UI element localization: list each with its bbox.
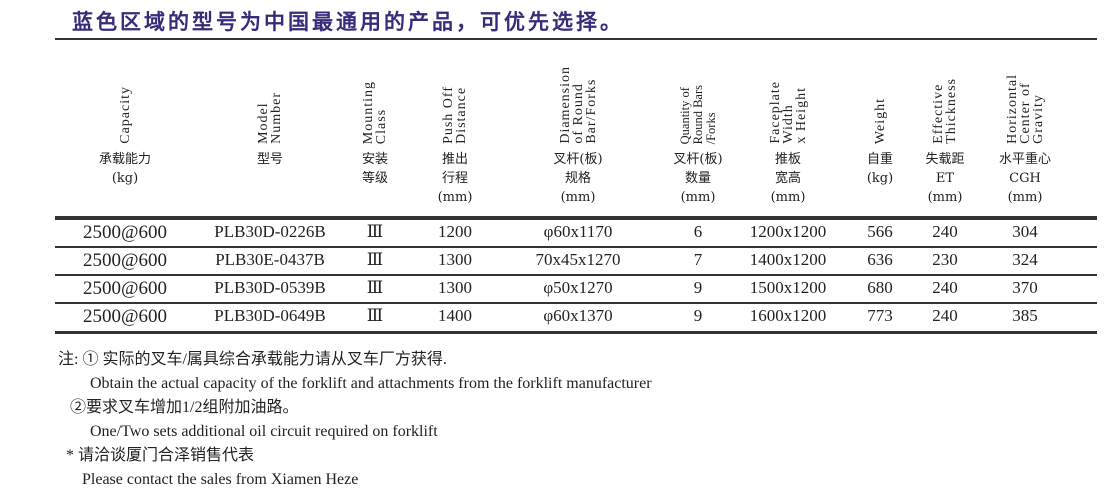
table-row: 2500@600 PLB30E-0437B Ⅲ 1300 70x45x1270 7 1400… (55, 248, 1097, 276)
header-zh: 失载距 ET (mm) (925, 152, 965, 205)
cell-round-bar-dimension: 70x45x1270 (535, 250, 621, 269)
cell-model-number: PLB30D-0226B (214, 222, 326, 241)
cell-model-number: PLB30D-0649B (214, 306, 326, 325)
note-line: * 请洽谈厦门合泽销售代表 (58, 447, 255, 464)
cell-faceplate-size: 1400x1200 (749, 250, 827, 269)
header-faceplate-size: Faceplate Width x Height 推板 宽高 (mm) (723, 44, 853, 207)
header-capacity: Capacity 承载能力 (kg) (60, 44, 190, 188)
header-round-bar-quantity: Quantity of Round Bars /Forks 叉杆(板) 数量 (m… (633, 44, 763, 207)
header-en: Effective Thickness (931, 78, 959, 144)
header-zh: 安装 等级 (361, 152, 388, 186)
cell-center-of-gravity: 324 (1012, 250, 1038, 269)
cell-effective-thickness: 230 (932, 250, 958, 269)
header-zh: 水平重心 CGH (mm) (998, 152, 1051, 205)
header-zh: 承载能力 (kg) (98, 152, 151, 186)
cell-mounting-class: Ⅲ (366, 222, 384, 241)
note-line: ②要求叉车增加1/2组附加油路。 (58, 399, 299, 416)
header-zh: 推板 宽高 (mm) (770, 152, 806, 205)
note-line: Please contact the sales from Xiamen Hez… (58, 471, 359, 488)
header-zh: 推出 行程 (mm) (437, 152, 473, 205)
header-en: Push Off Distance (441, 86, 469, 144)
cell-model-number: PLB30E-0437B (215, 250, 325, 269)
header-zh: 型号 (256, 152, 283, 167)
cell-push-off-distance: 1300 (438, 250, 472, 269)
cell-round-bar-quantity: 9 (693, 278, 703, 297)
cell-weight: 636 (867, 250, 893, 269)
cell-model-number: PLB30D-0539B (214, 278, 326, 297)
header-model-number: Model Number 型号 (205, 44, 335, 169)
cell-effective-thickness: 240 (932, 222, 958, 241)
cell-effective-thickness: 240 (932, 278, 958, 297)
header-weight: Weight 自重 (kg) (815, 44, 945, 188)
cell-capacity: 2500@600 (83, 306, 167, 327)
cell-round-bar-quantity: 6 (693, 222, 703, 241)
top-rule (55, 38, 1097, 40)
table-row: 2500@600 PLB30D-0649B Ⅲ 1400 φ60x1370 9 1600x1… (55, 304, 1097, 332)
cell-round-bar-dimension: φ50x1270 (543, 278, 613, 297)
cell-weight: 566 (867, 222, 893, 241)
cell-capacity: 2500@600 (83, 278, 167, 299)
header-en: Diamension of Round Bar/Forks (557, 66, 599, 144)
header-push-off-distance: Push Off Distance 推出 行程 (mm) (390, 44, 520, 207)
cell-effective-thickness: 240 (932, 306, 958, 325)
header-center-of-gravity: Horizontal Center of Gravity 水平重心 CGH (mm… (960, 44, 1090, 207)
header-en: Mounting Class (361, 80, 389, 144)
header-en: Capacity (117, 86, 133, 144)
cell-center-of-gravity: 370 (1012, 278, 1038, 297)
cell-mounting-class: Ⅲ (366, 250, 384, 269)
cell-mounting-class: Ⅲ (366, 278, 384, 297)
cell-faceplate-size: 1600x1200 (749, 306, 827, 325)
table-row: 2500@600 PLB30D-0539B Ⅲ 1300 φ50x1270 9 1500x1… (55, 276, 1097, 304)
cell-weight: 773 (867, 306, 893, 325)
cell-round-bar-dimension: φ60x1170 (543, 222, 613, 241)
header-en: Faceplate Width x Height (767, 81, 809, 144)
cell-capacity: 2500@600 (83, 250, 167, 271)
cell-capacity: 2500@600 (83, 222, 167, 243)
header-zh: 自重 (kg) (866, 152, 894, 186)
header-rule (55, 216, 1097, 220)
note-line: 注: ① 实际的叉车/属具综合承载能力请从叉车厂方获得. (58, 351, 447, 368)
cell-center-of-gravity: 304 (1012, 222, 1038, 241)
cell-push-off-distance: 1400 (438, 306, 472, 325)
header-effective-thickness: Effective Thickness 失载距 ET (mm) (880, 44, 1010, 207)
cell-center-of-gravity: 385 (1012, 306, 1038, 325)
header-en: Quantity of Round Bars /Forks (677, 84, 718, 144)
note-line: One/Two sets additional oil circuit requ… (58, 423, 438, 440)
notes: 注: ① 实际的叉车/属具综合承载能力请从叉车厂方获得. Obtain the … (58, 348, 652, 492)
header-en: Horizontal Center of Gravity (1004, 74, 1046, 144)
header-zh: 叉杆(板) 规格 (mm) (553, 152, 603, 205)
note-line: Obtain the actual capacity of the forkli… (58, 375, 652, 392)
cell-round-bar-quantity: 9 (693, 306, 703, 325)
cell-faceplate-size: 1500x1200 (749, 278, 827, 297)
header-zh: 叉杆(板) 数量 (mm) (673, 152, 723, 205)
cell-weight: 680 (867, 278, 893, 297)
header-round-bar-dimension: Diamension of Round Bar/Forks 叉杆(板) 规格 (m… (513, 44, 643, 207)
bottom-rule (55, 331, 1097, 334)
cell-round-bar-quantity: 7 (693, 250, 703, 269)
cell-push-off-distance: 1300 (438, 278, 472, 297)
cell-round-bar-dimension: φ60x1370 (543, 306, 613, 325)
header-mounting-class: Mounting Class 安装 等级 (310, 44, 440, 188)
header-en: Model Number (256, 92, 284, 144)
page-title: 蓝色区域的型号为中国最通用的产品，可优先选择。 (72, 10, 624, 34)
cell-faceplate-size: 1200x1200 (749, 222, 827, 241)
table-row: 2500@600 PLB30D-0226B Ⅲ 1200 φ60x1170 6 1200x1… (55, 220, 1097, 248)
cell-mounting-class: Ⅲ (366, 306, 384, 325)
cell-push-off-distance: 1200 (438, 222, 472, 241)
